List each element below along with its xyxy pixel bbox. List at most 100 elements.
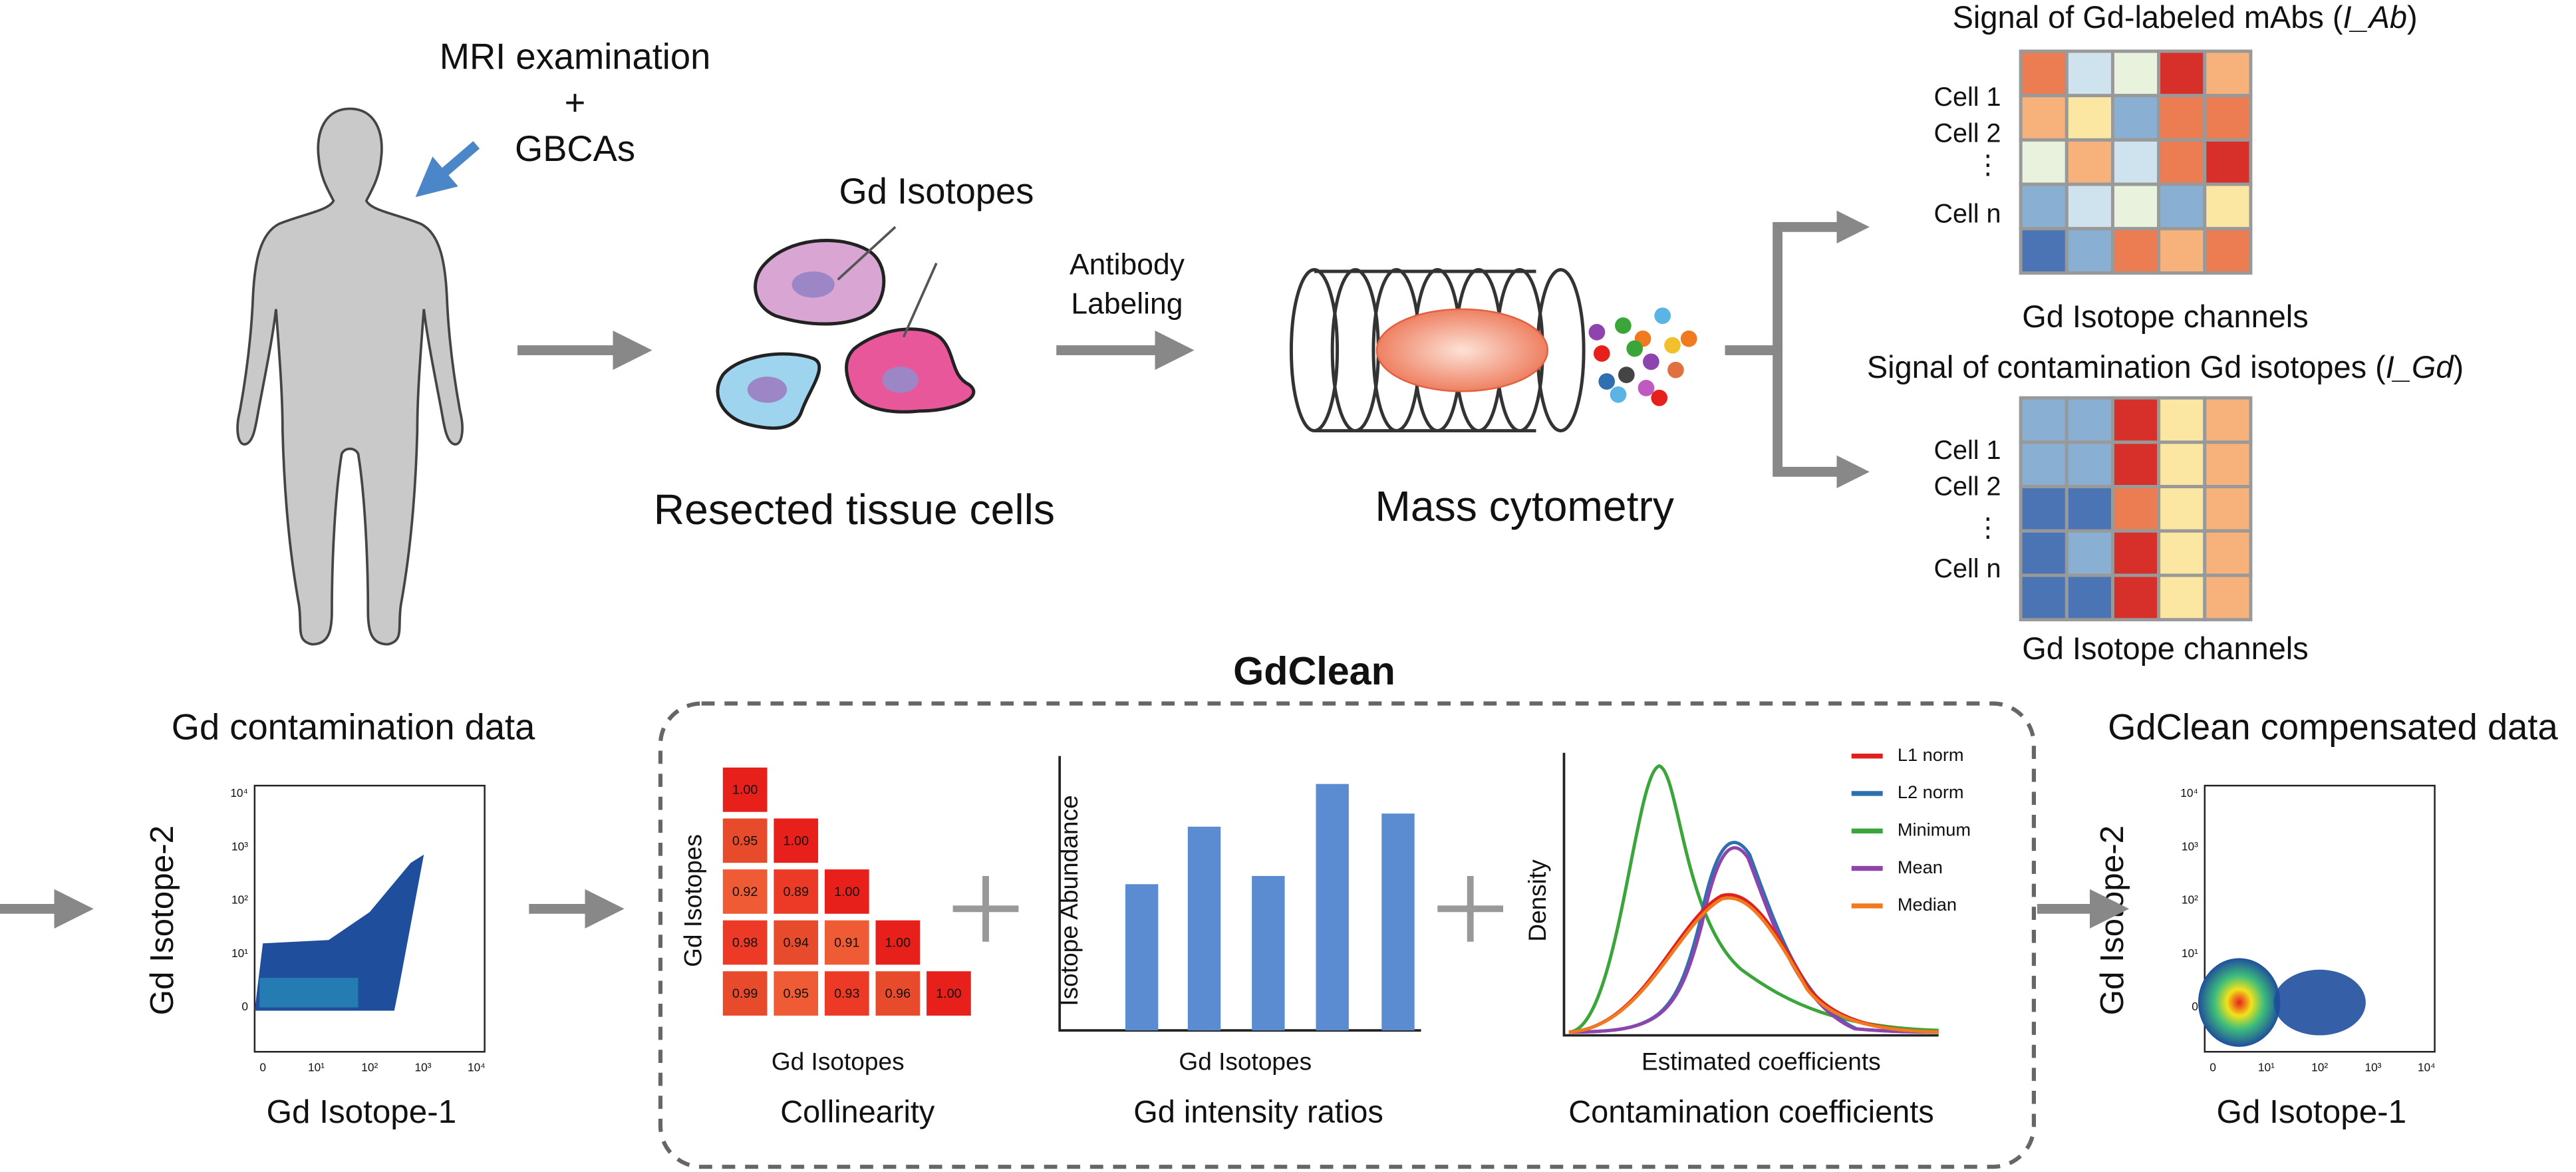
heatmap-cell	[2157, 485, 2207, 533]
heatmap-cell	[2019, 440, 2069, 489]
matrix-value: 1.00	[936, 986, 961, 1001]
antibody-label: Antibody	[1070, 248, 1185, 281]
heatmap-cell	[2019, 573, 2069, 622]
heatmap-cell	[2110, 529, 2161, 577]
heatmap-cell	[2065, 227, 2114, 275]
ion-dot	[1593, 345, 1610, 362]
heatmap-cell	[2065, 182, 2114, 231]
heatmap-cell	[2019, 227, 2069, 275]
matrix-value: 0.98	[732, 935, 758, 950]
human-silhouette	[236, 107, 464, 646]
isotopes-label: Gd Isotopes	[839, 171, 1034, 212]
coil	[1330, 268, 1380, 433]
collinearity-matrix: 1.00 0.95 1.00 0.92 0.89 1.00 0.98 0.94 0.91 1.00…	[722, 767, 971, 1016]
injection-arrow	[415, 141, 480, 198]
branch	[1725, 221, 1840, 477]
matrix-cell	[722, 818, 768, 863]
title-part: )	[2453, 351, 2464, 385]
legend-label: L2 norm	[1898, 782, 1964, 802]
density-curves	[1568, 764, 1939, 1034]
density-core	[259, 978, 358, 1008]
y-tick-label: 0	[2192, 1000, 2198, 1013]
ion-dot	[1638, 380, 1655, 396]
title-part: I_Gd	[2386, 351, 2455, 385]
y-axis-label: Gd Isotope-2	[2094, 825, 2130, 1016]
ion-dot	[1626, 340, 1644, 357]
row-label: Cell n	[1933, 554, 2001, 583]
heatmap-cell	[2110, 485, 2161, 533]
heatmap-cell	[2203, 573, 2253, 622]
heatmap-cell	[2203, 138, 2253, 186]
y-tick-label: 10¹	[2182, 947, 2198, 960]
heatmap-cell	[2019, 94, 2069, 142]
row-label: ⋮	[1975, 150, 2001, 179]
x-axis-label: Gd Isotope-1	[267, 1094, 457, 1130]
matrix-cell	[774, 920, 819, 965]
matrix-value: 0.94	[784, 935, 809, 950]
mri-plus: +	[565, 82, 586, 123]
heatmap-cell	[2110, 227, 2161, 275]
matrix-cell	[824, 869, 869, 914]
matrix-cell	[774, 869, 819, 914]
heatmap-cell	[2203, 94, 2253, 142]
title-part: Signal of contamination Gd isotopes (	[1867, 351, 2386, 385]
y-tick-label: 10⁴	[2180, 786, 2198, 800]
matrix-cell	[927, 971, 971, 1016]
legend-label: L1 norm	[1898, 744, 1964, 765]
y-axis-label: Gd Isotopes	[679, 834, 707, 967]
plus-sign	[952, 875, 1504, 942]
x-tick-label: 0	[2210, 1061, 2216, 1074]
heatmap-cell	[2019, 485, 2069, 533]
ion-dot	[1588, 324, 1606, 341]
heatmap: Cell 1 Cell 2 ⋮ Cell n	[1933, 396, 2253, 622]
x-tick-label: 10³	[2364, 1061, 2381, 1074]
matrix-value: 0.93	[834, 986, 859, 1001]
gdclean-title: GdClean	[1233, 649, 1395, 693]
x-tick-label: 10²	[361, 1061, 378, 1074]
matrix-value: 1.00	[834, 885, 859, 899]
y-tick-label: 10²	[2182, 893, 2198, 907]
heatmap-caption: Gd Isotope channels	[2022, 631, 2308, 666]
heatmap-cell	[2157, 182, 2207, 231]
legend-label: Mean	[1898, 857, 1943, 877]
y-axis-label: Density	[1523, 859, 1551, 942]
heatmap-caption: Gd Isotope channels	[2022, 299, 2308, 334]
y-axis-label: Gd Isotope-2	[144, 825, 180, 1016]
heatmap-cell	[2157, 529, 2207, 577]
matrix-value: 1.00	[885, 935, 911, 950]
title-part: Signal of Gd-labeled mAbs (	[1953, 0, 2343, 35]
y-tick-label: 10³	[2182, 839, 2198, 853]
bars	[1125, 784, 1415, 1031]
heatmap-cell	[2065, 485, 2114, 533]
nucleus	[791, 271, 835, 298]
arrowheads	[1836, 210, 1870, 489]
matrix-cell	[722, 971, 768, 1016]
density-cloud	[2198, 958, 2281, 1047]
heatmap-cell	[2157, 49, 2207, 98]
heatmap-cell	[2019, 529, 2069, 577]
heatmap-cell	[2065, 529, 2114, 577]
heatmap-cell	[2019, 138, 2069, 186]
ion-dot	[1651, 389, 1668, 406]
plot-title: GdClean compensated data	[2108, 706, 2558, 747]
cells-caption: Resected tissue cells	[654, 486, 1055, 533]
labeling-label: Labeling	[1071, 288, 1183, 321]
pointer	[902, 262, 938, 338]
matrix-cell	[722, 920, 768, 965]
row-label: ⋮	[1975, 513, 2001, 542]
gbca-label: GBCAs	[515, 128, 635, 169]
row-label: Cell 1	[1933, 436, 2001, 465]
ion-dot	[1598, 373, 1616, 390]
pointer	[837, 225, 897, 281]
scatter-plot: Gd Isotope-2 Gd Isotope-1 0 0 10¹ 10¹ 10² 10² 10…	[144, 784, 486, 1130]
x-tick-label: 10¹	[2258, 1061, 2275, 1074]
row-label: Cell 2	[1933, 472, 2001, 501]
axes	[1058, 756, 1421, 1032]
legend-label: Minimum	[1898, 819, 1971, 839]
ion-dot	[1680, 330, 1697, 347]
x-axis-label: Gd Isotopes	[1179, 1047, 1312, 1075]
heatmap-title: Signal of contamination Gd isotopes (I_G…	[1867, 351, 2464, 385]
matrix-cell	[875, 971, 921, 1016]
heatmap-cell	[2110, 138, 2161, 186]
